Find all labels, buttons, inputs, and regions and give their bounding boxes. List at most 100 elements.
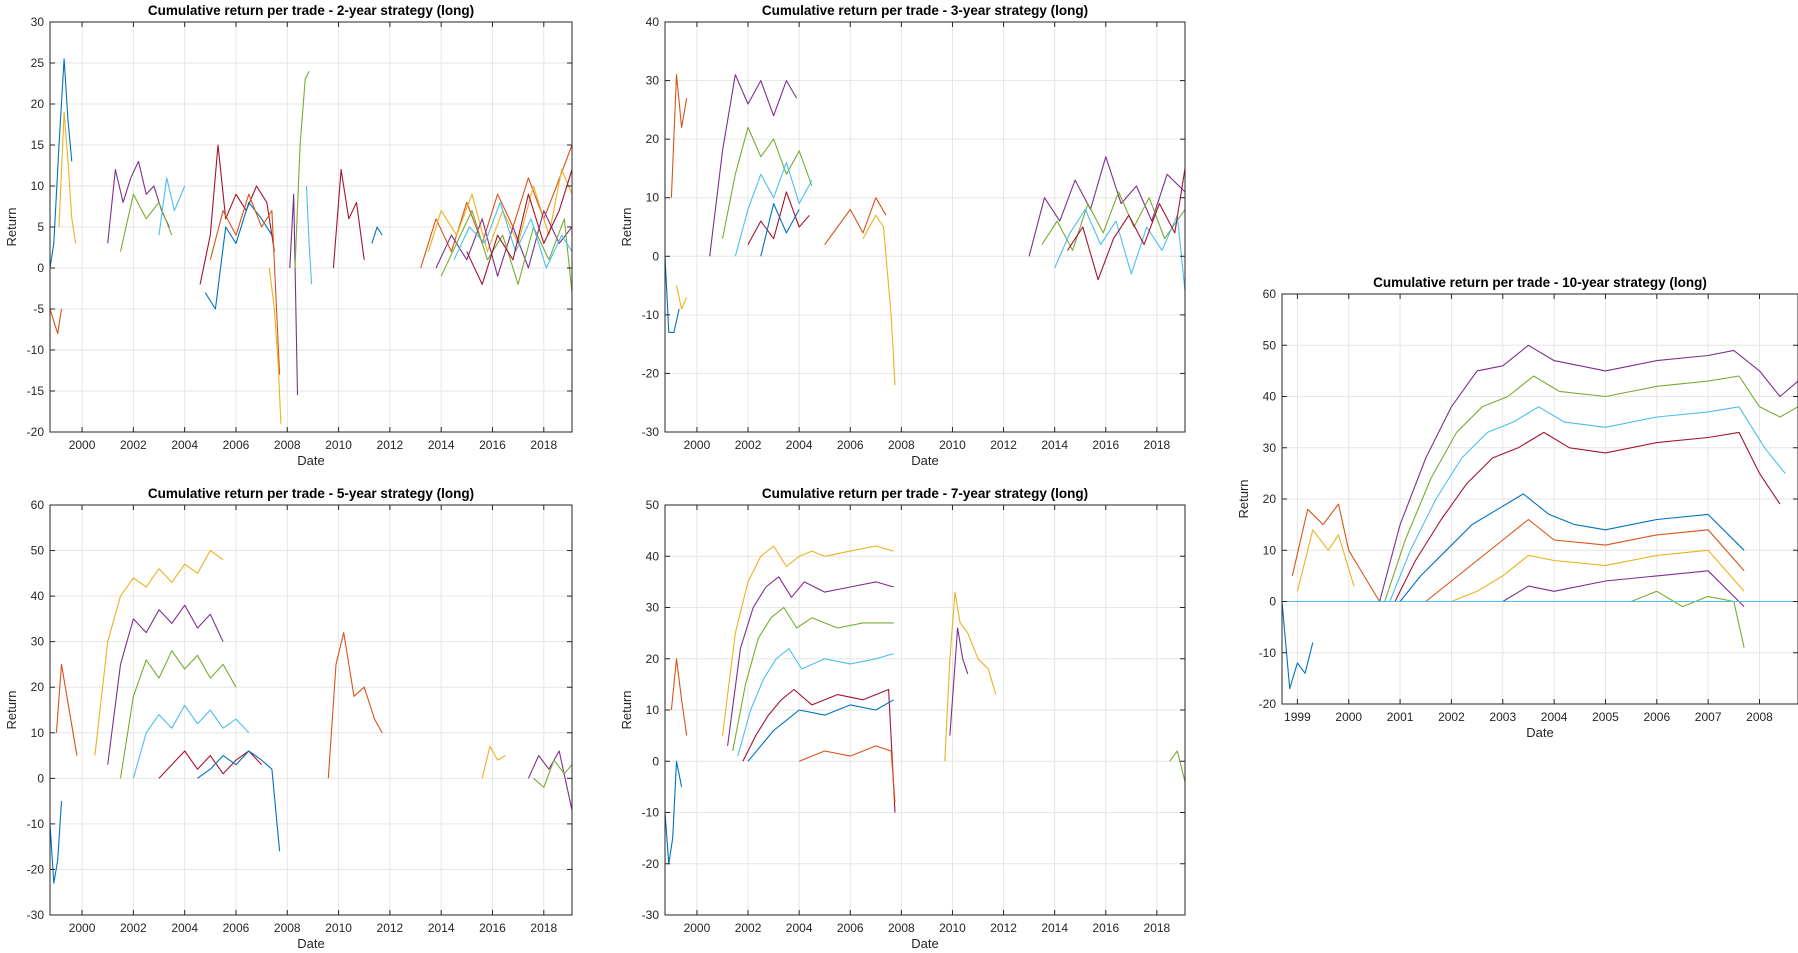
y-tick-label: 40 <box>646 549 660 563</box>
x-tick-label: 2014 <box>428 921 455 935</box>
series-line <box>527 750 572 811</box>
series-line <box>55 663 78 756</box>
series-line <box>1389 406 1786 602</box>
x-tick-label: 2008 <box>274 438 301 452</box>
series-line <box>1502 570 1745 607</box>
x-tick-label: 2000 <box>69 438 96 452</box>
x-tick-label: 2010 <box>325 438 352 452</box>
x-tick-label: 2014 <box>1041 921 1068 935</box>
series-line <box>1394 431 1781 602</box>
series-line <box>58 111 77 244</box>
y-tick-label: 0 <box>1269 595 1276 609</box>
x-tick-label: 2006 <box>1643 710 1670 724</box>
y-tick-label: 20 <box>646 652 660 666</box>
series-line <box>1451 549 1745 603</box>
series-line <box>709 74 798 257</box>
x-tick-label: 2004 <box>171 921 198 935</box>
series-line <box>533 759 572 788</box>
y-tick-label: 40 <box>1263 390 1277 404</box>
series-line <box>1379 344 1798 602</box>
x-tick-label: 2018 <box>530 921 557 935</box>
y-tick-label: -20 <box>27 862 45 876</box>
series-line <box>760 203 800 257</box>
series-line <box>1169 750 1185 782</box>
series-group <box>665 545 1185 865</box>
x-tick-label: 2016 <box>479 438 506 452</box>
y-tick-label: 40 <box>646 15 660 29</box>
y-tick-label: -10 <box>27 817 45 831</box>
y-tick-label: 10 <box>1263 543 1277 557</box>
x-axis-label: Date <box>911 936 938 951</box>
chart-title: Cumulative return per trade - 2-year str… <box>148 3 474 18</box>
y-tick-label: -30 <box>27 908 45 922</box>
y-tick-label: 20 <box>31 97 45 111</box>
chart-10-year-strategy: Cumulative return per trade - 10-year st… <box>1236 275 1798 740</box>
series-line <box>453 201 572 269</box>
x-tick-label: 2002 <box>120 921 147 935</box>
y-tick-label: 5 <box>37 220 44 234</box>
y-tick-label: 25 <box>31 56 45 70</box>
series-line <box>949 627 969 736</box>
series-line <box>862 214 896 386</box>
grid <box>50 504 572 916</box>
series-group <box>50 58 572 424</box>
series-line <box>107 604 224 765</box>
series-line <box>1399 493 1745 602</box>
series-line <box>1041 191 1185 251</box>
chart-5-year-strategy: Cumulative return per trade - 5-year str… <box>4 486 573 951</box>
chart-title: Cumulative return per trade - 3-year str… <box>762 3 1088 18</box>
series-line <box>481 745 506 779</box>
series-line <box>1282 601 1314 690</box>
y-tick-label: 30 <box>646 601 660 615</box>
x-tick-label: 2002 <box>120 438 147 452</box>
grid <box>50 21 572 433</box>
axes-frame <box>49 504 573 916</box>
x-tick-label: 2002 <box>735 438 762 452</box>
x-tick-label: 2004 <box>1541 710 1568 724</box>
chart-3-year-strategy: Cumulative return per trade - 3-year str… <box>619 3 1186 468</box>
series-line <box>721 126 813 239</box>
y-axis-label: Return <box>4 690 19 729</box>
x-tick-label: 2006 <box>837 438 864 452</box>
chart-7-year-strategy: Cumulative return per trade - 7-year str… <box>619 486 1186 951</box>
x-tick-label: 2005 <box>1592 710 1619 724</box>
x-tick-label: 2008 <box>888 921 915 935</box>
x-tick-label: 2007 <box>1695 710 1722 724</box>
y-tick-label: 30 <box>646 74 660 88</box>
x-axis-label: Date <box>911 453 938 468</box>
y-tick-label: 60 <box>31 498 45 512</box>
plot-area <box>665 22 1185 432</box>
x-tick-label: 2000 <box>684 921 711 935</box>
x-tick-label: 2016 <box>1092 921 1119 935</box>
series-line <box>119 193 173 252</box>
y-tick-label: -20 <box>642 857 660 871</box>
y-axis-label: Return <box>1236 479 1251 518</box>
x-tick-label: 2010 <box>325 921 352 935</box>
y-tick-label: -30 <box>642 908 660 922</box>
y-tick-label: 0 <box>37 771 44 785</box>
x-tick-label: 1999 <box>1284 710 1311 724</box>
series-line <box>727 576 894 746</box>
series-line <box>132 704 250 779</box>
series-line <box>670 74 688 198</box>
x-tick-label: 2004 <box>786 921 813 935</box>
x-axis-label: Date <box>1526 725 1553 740</box>
x-axis-label: Date <box>297 453 324 468</box>
series-line <box>1291 503 1381 602</box>
y-tick-label: 10 <box>31 179 45 193</box>
series-line <box>268 267 282 424</box>
series-line <box>734 162 813 257</box>
series-line <box>119 650 237 779</box>
y-tick-label: 30 <box>31 635 45 649</box>
x-tick-label: 2018 <box>1144 438 1171 452</box>
series-line <box>1425 518 1745 602</box>
x-tick-label: 2002 <box>735 921 762 935</box>
x-tick-label: 2000 <box>69 921 96 935</box>
y-tick-label: 20 <box>31 680 45 694</box>
x-tick-label: 2016 <box>1092 438 1119 452</box>
y-tick-label: 0 <box>652 249 659 263</box>
series-line <box>721 545 894 736</box>
y-tick-label: -15 <box>27 384 45 398</box>
x-tick-label: 2018 <box>530 438 557 452</box>
series-line <box>1067 168 1185 281</box>
